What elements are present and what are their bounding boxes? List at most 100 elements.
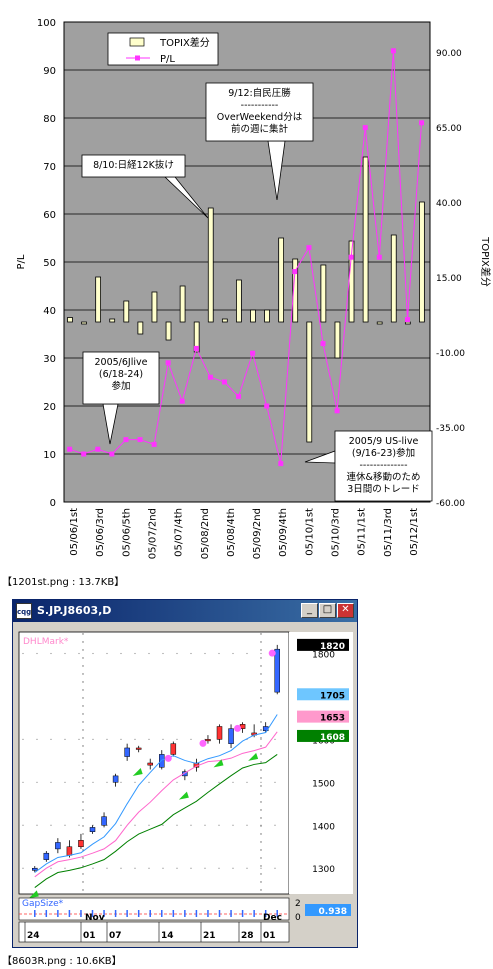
- month-divider-dot: [82, 785, 84, 787]
- x-tick-label: 14: [161, 931, 174, 941]
- grid-dot: [92, 781, 94, 783]
- pl-point: [193, 345, 199, 351]
- grid-dot: [106, 781, 108, 783]
- grid-dot: [190, 824, 192, 826]
- pl-point: [334, 408, 340, 414]
- price-scale-area: [289, 632, 353, 894]
- month-divider-dot: [260, 833, 262, 835]
- grid-dot: [274, 824, 276, 826]
- x-tick-label: 05/07/4th: [174, 508, 185, 557]
- grid-dot: [176, 652, 178, 655]
- topix-bar: [236, 279, 242, 323]
- month-divider-dot: [260, 633, 262, 635]
- grid-dot: [204, 867, 206, 869]
- month-divider-dot: [82, 873, 84, 875]
- annotation-election-text: 前の週に集計: [231, 123, 289, 135]
- candle-body: [124, 747, 130, 757]
- window-titlebar[interactable]: cqg S.JP.J8603,D _ □ ✕: [13, 600, 357, 622]
- topix-bar: [376, 321, 383, 325]
- grid-dot: [246, 781, 248, 783]
- maximize-button[interactable]: □: [319, 603, 336, 618]
- annotation-jlive-text: (6/18-24): [99, 369, 143, 380]
- month-divider-dot: [82, 777, 84, 779]
- grid-dot: [36, 824, 38, 826]
- grid-dot: [232, 867, 234, 869]
- grid-dot: [22, 738, 24, 740]
- annotation-nikkei-text: 8/10:日経12K抜け: [93, 159, 174, 171]
- y-left-axis-label: P/L: [16, 254, 27, 269]
- minimize-button[interactable]: _: [301, 603, 318, 618]
- grid-dot: [134, 781, 136, 783]
- topix-bar: [306, 321, 313, 443]
- grid-dot: [120, 738, 122, 740]
- grid-dot: [274, 781, 276, 783]
- month-divider-dot: [260, 825, 262, 827]
- pl-point: [207, 374, 213, 380]
- month-divider-dot: [82, 833, 84, 835]
- month-divider-dot: [260, 649, 262, 651]
- pl-point: [137, 437, 143, 443]
- gap-panel: [18, 897, 290, 921]
- x-tick-label: 05/06/1st: [69, 508, 80, 556]
- grid-dot: [92, 652, 94, 655]
- grid-dot: [120, 652, 122, 655]
- x-tick-label: 05/09/2nd: [252, 508, 263, 559]
- month-divider-dot: [82, 681, 84, 683]
- candle-body: [147, 762, 153, 766]
- grid-dot: [120, 867, 122, 869]
- y-right-tick-label: 90.00: [436, 49, 462, 59]
- window-title: S.JP.J8603,D: [37, 604, 112, 617]
- grid-dot: [134, 652, 136, 655]
- y-left-tick-label: 20: [43, 402, 56, 413]
- annotation-jlive-text: 2005/6Jlive: [95, 357, 148, 368]
- grid-dot: [22, 781, 24, 783]
- y-right-tick-label: -35.00: [436, 424, 465, 434]
- pl-point: [278, 461, 284, 467]
- gapsize-label: GapSize*: [22, 899, 64, 909]
- grid-dot: [162, 781, 164, 783]
- y-left-tick-label: 50: [43, 258, 56, 269]
- month-divider-dot: [82, 857, 84, 859]
- gap-value: 0.938: [319, 907, 347, 917]
- grid-dot: [176, 738, 178, 740]
- grid-dot: [162, 824, 164, 826]
- price-label-text: 1653: [320, 714, 345, 724]
- month-divider-dot: [82, 865, 84, 867]
- candle-body: [205, 739, 211, 742]
- month-divider-dot: [260, 729, 262, 731]
- month-divider-dot: [260, 713, 262, 715]
- annotation-election-box: [205, 82, 314, 142]
- y-right-tick-label: -60.00: [436, 499, 465, 509]
- candle-body: [274, 648, 280, 693]
- x-tick-label: 28: [241, 931, 254, 941]
- close-button[interactable]: ✕: [337, 603, 354, 618]
- grid-dot: [106, 867, 108, 869]
- month-divider-dot: [82, 665, 84, 667]
- price-label-box: [297, 638, 349, 651]
- month-divider-dot: [260, 841, 262, 843]
- legend-box: [107, 32, 219, 66]
- grid-dot: [64, 824, 66, 826]
- topix-bar: [151, 291, 158, 323]
- pl-point: [264, 403, 270, 409]
- grid-dot: [260, 738, 262, 740]
- topix-bar: [334, 321, 341, 359]
- grid-dot: [190, 867, 192, 869]
- y-left-tick-label: 60: [43, 210, 56, 221]
- ma-fast: [34, 714, 278, 873]
- grid-dot: [148, 652, 150, 655]
- annotation-uslive-text: --------------: [360, 460, 408, 471]
- x-tick-label: 05/10/1st: [304, 508, 315, 556]
- app-icon: cqg: [16, 603, 32, 619]
- grid-dot: [78, 824, 80, 826]
- topix-bar: [292, 258, 299, 323]
- month-divider-dot: [82, 721, 84, 723]
- x-tick-label: 05/06/3rd: [95, 508, 106, 557]
- topix-bar: [81, 321, 87, 325]
- grid-dot: [232, 824, 234, 826]
- grid-dot: [218, 652, 220, 655]
- candle-body: [78, 840, 84, 848]
- topix-bar: [123, 300, 130, 323]
- y-right-tick-label: 40.00: [436, 199, 462, 209]
- annotation-election-text: -----------: [241, 100, 279, 111]
